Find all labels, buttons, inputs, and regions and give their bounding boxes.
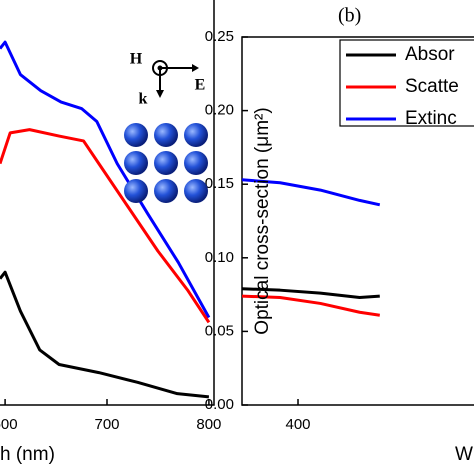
axis-frame xyxy=(241,36,474,406)
panel-label: (b) xyxy=(338,5,361,27)
k-arrowhead xyxy=(156,90,164,98)
x-tick-label: 600 xyxy=(0,416,18,433)
sphere-array xyxy=(124,123,208,203)
plot-area xyxy=(242,178,381,317)
line-series xyxy=(242,287,380,300)
x-axis-label: h (nm) xyxy=(0,444,55,465)
line-series xyxy=(0,128,211,324)
x-tick-label: 400 xyxy=(285,416,310,433)
x-tick-label: 700 xyxy=(94,416,119,433)
line-series xyxy=(242,178,381,207)
y-tick-label: 0.20 xyxy=(205,102,234,119)
e-arrowhead xyxy=(192,64,199,72)
legend-label: Extinc xyxy=(405,108,457,129)
y-tick-label: 0.05 xyxy=(205,322,234,339)
x-tick-label: 800 xyxy=(196,416,221,433)
y-axis-label: Optical cross-section (μm²) xyxy=(252,107,273,334)
x-axis-label: W xyxy=(455,444,473,465)
y-tick-label: 0.15 xyxy=(205,175,234,192)
axis-frame xyxy=(0,0,215,406)
line-series xyxy=(0,270,210,399)
inset xyxy=(124,60,208,203)
field-label: k xyxy=(139,91,148,108)
y-tick-label: 0.25 xyxy=(205,28,234,45)
y-tick-label: 0.00 xyxy=(205,396,234,413)
line-series xyxy=(242,294,381,317)
plot-area xyxy=(0,40,211,399)
legend-label: Scatte xyxy=(405,76,459,97)
legend-label: Absor xyxy=(405,44,455,65)
line-series xyxy=(0,40,211,319)
y-tick-label: 0.10 xyxy=(205,249,234,266)
field-label: H xyxy=(130,51,143,68)
field-label: E xyxy=(195,77,206,94)
